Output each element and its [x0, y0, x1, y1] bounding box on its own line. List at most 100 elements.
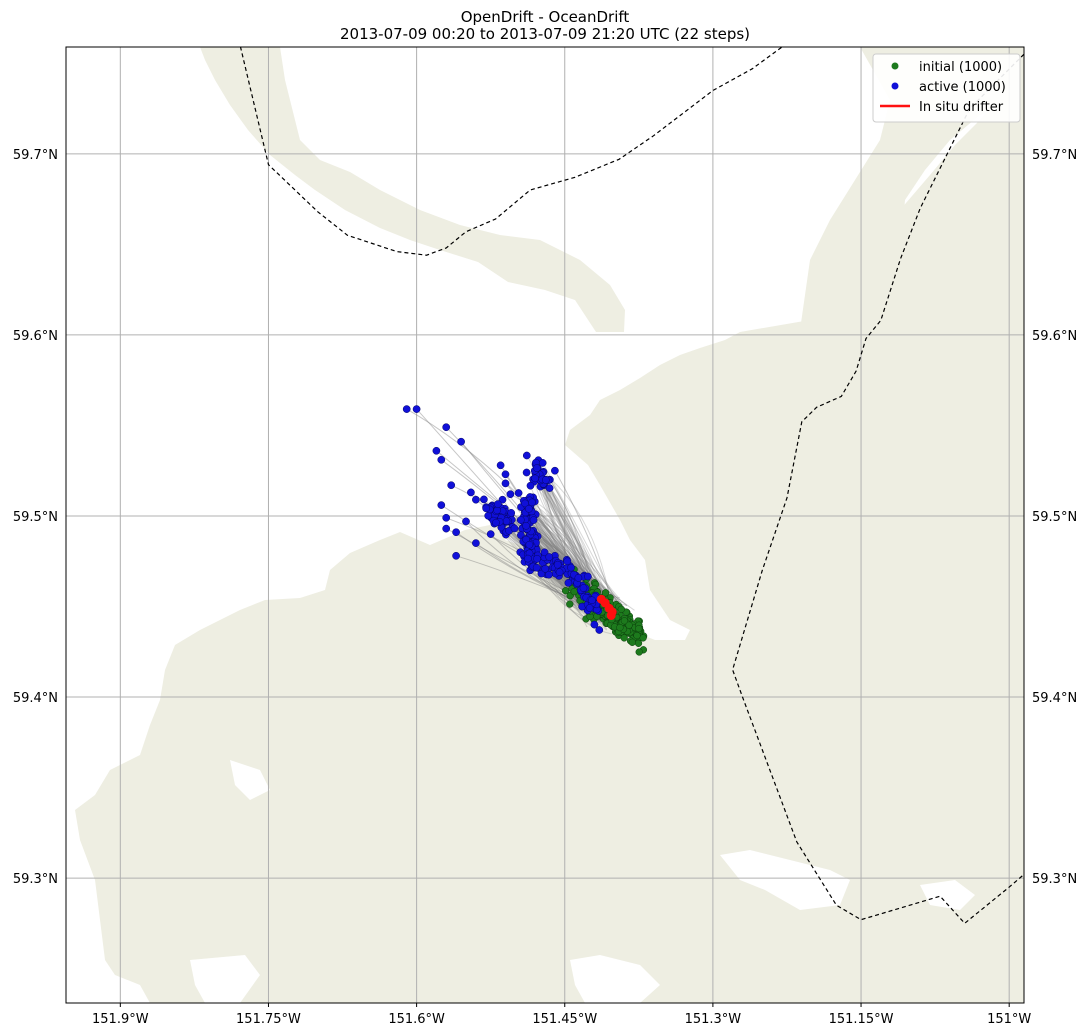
active-particle: [467, 488, 475, 497]
active-particle: [567, 563, 575, 572]
initial-particle: [628, 638, 636, 646]
active-particle: [551, 466, 559, 475]
active-particle: [514, 489, 523, 497]
boundary-line: [239, 47, 783, 256]
initial-particle: [634, 639, 643, 647]
active-particle: [538, 459, 547, 467]
active-particle: [533, 554, 541, 563]
x-tick-label: 151.75°W: [236, 1012, 301, 1027]
active-particle: [563, 557, 572, 566]
active-particle: [432, 446, 441, 455]
active-particle: [522, 521, 530, 530]
y-tick-label-left: 59.7°N: [13, 148, 58, 163]
y-tick-label-right: 59.7°N: [1032, 148, 1077, 163]
initial-particle: [639, 634, 647, 642]
boundary-line: [731, 53, 1024, 925]
x-tick-label: 151.6°W: [388, 1012, 445, 1027]
active-particle: [588, 596, 596, 605]
active-particle: [526, 481, 535, 490]
active-particle: [452, 551, 460, 560]
active-particle: [507, 509, 516, 517]
active-particle: [472, 539, 480, 547]
active-particle: [480, 495, 488, 504]
y-tick-label-left: 59.5°N: [13, 510, 58, 525]
active-particle: [541, 564, 550, 573]
active-particle: [486, 530, 495, 538]
y-tick-label-right: 59.4°N: [1032, 691, 1077, 706]
land-main: [75, 60, 1024, 1003]
active-particle: [510, 524, 519, 533]
x-tick-label: 151°W: [987, 1012, 1031, 1027]
active-particle: [442, 423, 451, 432]
active-particle: [482, 504, 491, 513]
trajectory-line: [531, 532, 625, 610]
initial-particle: [620, 617, 629, 625]
active-particle: [584, 572, 592, 581]
active-particle: [595, 626, 604, 634]
active-particle: [585, 604, 594, 612]
y-tick-label-right: 59.6°N: [1032, 329, 1077, 344]
active-particle: [540, 548, 549, 557]
active-particle: [442, 524, 451, 533]
active-particle: [555, 568, 564, 577]
active-particle: [462, 517, 470, 526]
active-particle: [412, 405, 421, 413]
active-particle: [553, 560, 562, 569]
chart-title: OpenDrift - OceanDrift: [461, 8, 630, 26]
legend-label: In situ drifter: [919, 100, 1004, 115]
active-particle: [564, 579, 573, 587]
active-particle: [516, 516, 525, 524]
initial-particle: [635, 624, 643, 633]
active-particle: [522, 468, 531, 477]
active-particle: [501, 470, 510, 479]
y-tick-label-right: 59.5°N: [1032, 510, 1077, 525]
plot-frame: [65, 46, 1025, 1004]
active-particle: [522, 451, 531, 460]
land-north-coast: [200, 47, 625, 332]
active-particle: [579, 584, 588, 592]
active-particle: [402, 405, 411, 413]
trajectory-line: [534, 472, 620, 605]
initial-particle: [625, 621, 633, 629]
active-particle: [529, 516, 538, 524]
active-particle: [541, 476, 550, 484]
active-particle: [532, 563, 541, 572]
drifter-point: [606, 611, 616, 620]
trajectory-line: [542, 483, 621, 601]
active-particle: [472, 495, 480, 504]
active-particle: [545, 553, 554, 561]
y-tick-label-right: 59.3°N: [1032, 872, 1077, 887]
active-particle: [545, 570, 553, 579]
y-tick-label-left: 59.3°N: [13, 872, 58, 887]
initial-particle: [561, 587, 570, 595]
active-particle: [545, 484, 554, 492]
active-particle: [528, 498, 536, 507]
land-south-islets: [190, 760, 975, 1003]
active-particle: [496, 461, 505, 470]
active-particle: [447, 481, 456, 490]
active-particle: [506, 490, 515, 499]
legend-label: initial (1000): [919, 60, 1002, 75]
active-particles: [402, 405, 604, 634]
active-particle: [437, 455, 446, 464]
active-particle: [574, 574, 583, 582]
active-particle: [525, 540, 534, 549]
legend: initial (1000) active (1000) In situ drift…: [872, 53, 1021, 123]
chart-subtitle: 2013-07-09 00:20 to 2013-07-09 21:20 UTC…: [340, 25, 750, 43]
initial-particle: [566, 600, 574, 608]
boundary-lines: [239, 47, 1024, 925]
initial-particle: [601, 589, 610, 597]
legend-label: active (1000): [919, 80, 1006, 95]
x-tick-label: 151.9°W: [92, 1012, 149, 1027]
active-particle: [457, 437, 465, 446]
active-particle: [531, 474, 539, 483]
active-particle: [521, 499, 529, 508]
initial-particle: [620, 634, 628, 642]
initial-particle: [570, 588, 578, 596]
y-axis-ticks: 59.7°N 59.7°N 59.6°N 59.6°N 59.5°N 59.5°N 59.4…: [13, 148, 1077, 887]
x-tick-label: 151.45°W: [532, 1012, 597, 1027]
active-particle: [501, 479, 510, 488]
active-particle: [525, 504, 533, 513]
initial-particle: [617, 605, 625, 613]
